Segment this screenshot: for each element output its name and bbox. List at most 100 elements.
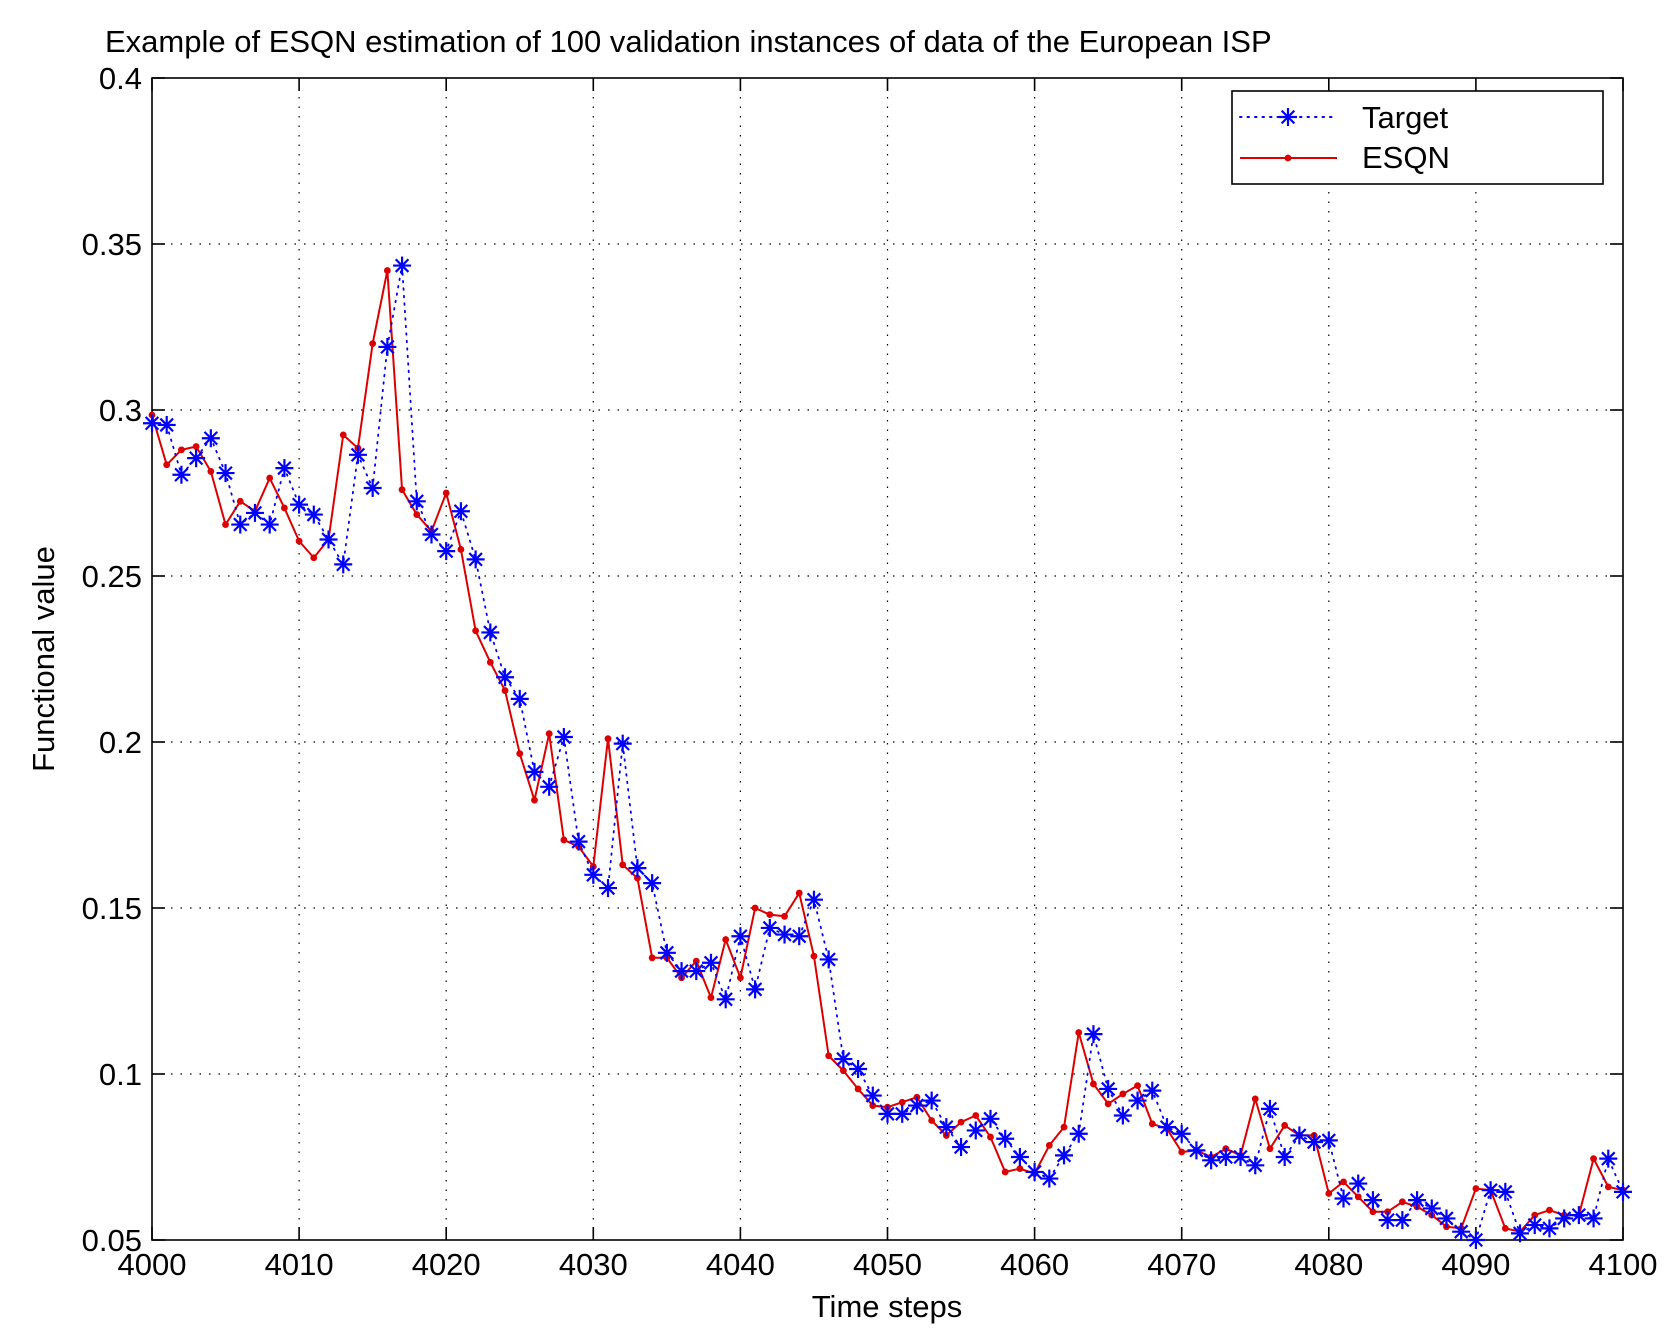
legend-marker-target [1279,108,1297,126]
marker-stroke [983,1111,998,1126]
marker-stroke [1512,1226,1528,1241]
data-point-esqn [1472,1185,1480,1192]
data-point-esqn [1266,1145,1274,1153]
data-point-target [1319,1131,1338,1150]
chart-title: Example of ESQN estimation of 100 valida… [105,24,1272,59]
data-point-target [1393,1211,1412,1230]
data-point-target [481,623,500,642]
data-point-target [1157,1118,1176,1137]
legend-marker-symbol [1284,154,1292,162]
data-point-target [996,1129,1015,1148]
marker-stroke [865,1088,880,1103]
data-point-esqn [1060,1123,1068,1131]
data-point-target [1025,1162,1044,1181]
data-point-target [1349,1174,1368,1193]
data-point-esqn [648,954,656,962]
data-point-target [584,865,603,884]
series-layer [143,256,1632,1249]
data-point-esqn [560,836,568,844]
x-tick-label: 4030 [559,1247,628,1282]
tick-labels: 4000 4010 4020 4030 4040 4050 4060 4070 4080 4090… [82,61,1658,1282]
marker-stroke [1233,1149,1248,1165]
data-point-target [304,505,323,524]
grid-lines [152,78,1623,1240]
data-point-target [1305,1133,1324,1152]
data-point-esqn [692,957,700,965]
plot-frame [151,77,1624,1241]
legend: Target ESQN [1231,90,1604,185]
data-point-target [1496,1182,1515,1201]
marker-stroke [762,920,777,936]
legend-box [1231,90,1604,185]
marker-stroke [468,552,483,567]
marker-stroke [350,447,366,462]
marker-stroke [939,1119,954,1135]
data-point-esqn [1398,1198,1406,1206]
legend-marker-esqn [1284,154,1292,162]
marker-stroke [512,691,527,706]
marker-stroke [1027,1164,1042,1180]
data-point-target [216,464,235,483]
data-point-target [466,550,485,569]
data-point-esqn [178,446,185,454]
data-point-target [1555,1209,1574,1228]
marker-stroke [1203,1153,1219,1168]
marker-stroke [689,963,704,979]
data-point-target [819,950,838,969]
data-point-esqn [737,974,744,982]
data-point-esqn [1369,1208,1377,1216]
x-tick-label: 4040 [706,1247,775,1282]
data-point-esqn [1501,1224,1509,1232]
data-point-esqn [839,1067,847,1075]
y-tick-label: 0.35 [82,227,142,262]
y-tick-label: 0.1 [99,1057,142,1092]
data-point-esqn [1340,1178,1347,1186]
marker-stroke [659,945,674,960]
x-tick-label: 4000 [118,1247,187,1282]
data-point-target [1172,1124,1191,1143]
data-point-target [966,1121,985,1140]
marker-stroke [1395,1212,1410,1228]
data-point-target [849,1060,868,1079]
data-point-esqn [604,735,612,743]
marker-stroke [1277,1149,1292,1165]
marker-stroke [909,1098,925,1113]
data-point-target [334,555,353,574]
data-point-esqn [1016,1165,1024,1173]
data-point-esqn [1134,1082,1141,1090]
data-point-target [1511,1224,1530,1243]
data-point-esqn [1531,1211,1539,1219]
data-point-target [363,479,382,498]
marker-stroke [1174,1126,1189,1141]
data-point-esqn [1045,1141,1053,1149]
marker-stroke [1115,1108,1131,1123]
marker-stroke [1454,1224,1469,1239]
data-point-esqn [413,511,421,518]
marker-stroke [1336,1191,1351,1206]
data-point-esqn [1178,1148,1186,1156]
data-point-target [628,859,647,878]
data-point-esqn [781,912,788,920]
marker-stroke [144,416,160,431]
marker-stroke [1498,1184,1513,1200]
data-point-esqn [854,1085,862,1093]
marker-stroke [718,992,733,1007]
data-point-target [1540,1219,1559,1238]
data-point-esqn [1281,1122,1289,1129]
x-tick-label: 4100 [1589,1247,1658,1282]
marker-stroke [1086,1027,1101,1042]
marker-stroke [291,497,307,512]
series-esqn [148,267,1627,1236]
data-point-target [348,445,367,464]
data-point-target [1202,1151,1221,1170]
data-point-esqn [707,994,715,1002]
marker-stroke [850,1061,866,1077]
data-point-target [1113,1106,1132,1125]
marker-stroke [1012,1149,1028,1165]
data-point-target [1275,1148,1294,1166]
marker-stroke [277,460,292,476]
marker-stroke [1042,1171,1057,1186]
marker-stroke [806,892,822,907]
data-point-target [1599,1149,1618,1168]
